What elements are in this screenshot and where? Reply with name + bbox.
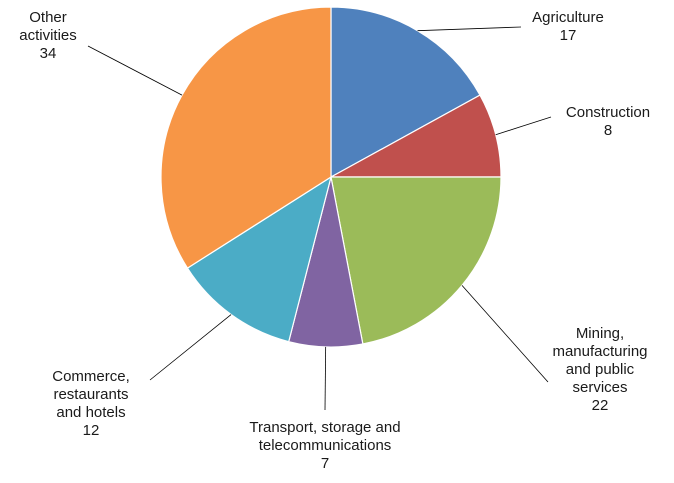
leader-line-construction: [495, 116, 552, 136]
slice-label-transport-storage-and-telecommunications: Transport, storage and telecommunications…: [249, 419, 400, 472]
slice-label-other-activities: Other activities 34: [19, 9, 77, 62]
leader-line-commerce-restaurants-and-hotels: [149, 314, 232, 381]
slice-label-line: Transport, storage and: [249, 419, 400, 436]
label-leader-lines: [87, 26, 552, 411]
slice-label-line: manufacturing: [552, 343, 647, 360]
slice-label-line: Construction: [566, 104, 650, 121]
slice-label-mining-manufacturing-and-public-services: Mining, manufacturing and public services 22: [552, 325, 647, 414]
slice-label-commerce-restaurants-and-hotels: Commerce, restaurants and hotels 12: [52, 368, 130, 439]
slice-label-line: Commerce,: [52, 368, 130, 385]
slice-label-line: services: [572, 379, 627, 396]
slice-value: 22: [592, 397, 609, 414]
leader-line-transport-storage-and-telecommunications: [324, 346, 327, 411]
slice-value: 7: [321, 455, 329, 472]
slice-labels: Agriculture 17 Construction 8 Mining, manufac…: [19, 9, 650, 472]
slice-value: 34: [40, 45, 57, 62]
slice-label-line: Mining,: [576, 325, 624, 342]
leader-line-agriculture: [417, 26, 522, 32]
slice-label-line: Agriculture: [532, 9, 604, 26]
slice-label-line: activities: [19, 27, 77, 44]
slice-label-line: Other: [29, 9, 67, 26]
pie-slice-agriculture: [330, 6, 481, 179]
leader-line-mining-manufacturing-and-public-services: [461, 285, 549, 383]
slice-label-line: telecommunications: [259, 437, 392, 454]
slice-label-line: and hotels: [56, 404, 125, 421]
slice-value: 12: [83, 422, 100, 439]
slice-label-agriculture: Agriculture 17: [532, 9, 604, 44]
slice-value: 17: [560, 27, 577, 44]
slice-label-construction: Construction 8: [566, 104, 650, 139]
leader-line-other-activities: [87, 45, 183, 96]
pie-slices: [160, 6, 502, 348]
slice-value: 8: [604, 122, 612, 139]
slice-label-line: restaurants: [53, 386, 128, 403]
slice-label-line: and public: [566, 361, 635, 378]
